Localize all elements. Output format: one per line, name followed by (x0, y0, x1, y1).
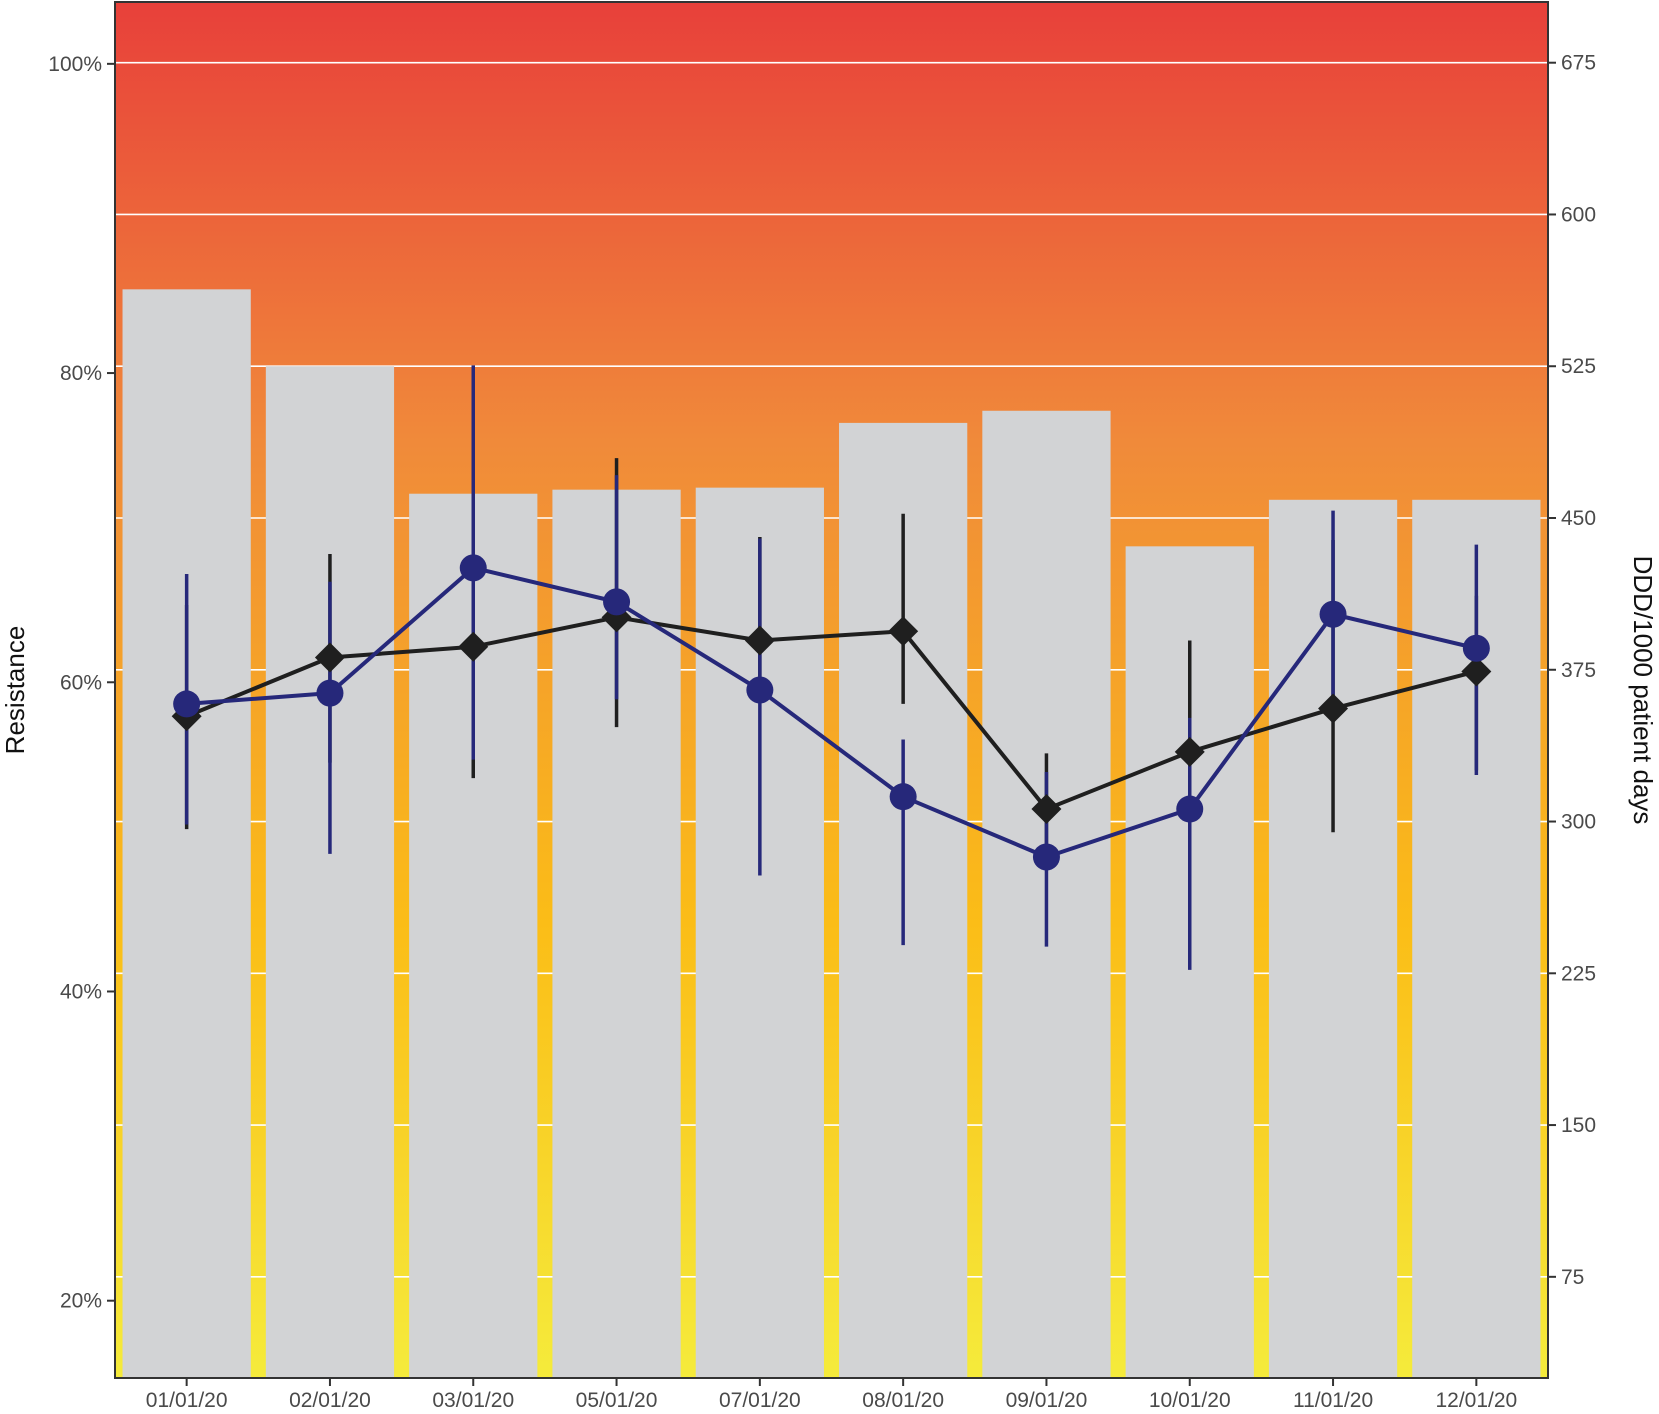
circle-marker (1032, 843, 1060, 871)
left-tick-label: 80% (60, 362, 102, 385)
circle-marker (1319, 600, 1347, 628)
left-tick-label: 20% (60, 1290, 102, 1313)
diamond-marker (458, 631, 489, 662)
diamond-marker (1461, 656, 1492, 687)
right-tick-label: 600 (1561, 203, 1596, 226)
right-axis-title: DDD/1000 patient days (1628, 556, 1658, 825)
left-tick-label: 100% (48, 53, 102, 76)
left-tick-label: 60% (60, 671, 102, 694)
x-tick-label: 11/01/20 (1293, 1389, 1373, 1412)
ddd-bars (122, 289, 1541, 1379)
right-tick-label: 150 (1561, 1114, 1596, 1137)
right-tick-label: 675 (1561, 52, 1596, 75)
circle-marker (316, 679, 344, 707)
x-tick-label: 07/01/20 (719, 1389, 801, 1412)
x-tick-label: 08/01/20 (862, 1389, 944, 1412)
right-tick-label: 225 (1561, 962, 1596, 985)
series-markers (171, 554, 1492, 871)
plot-frame (114, 1, 1549, 1379)
diamond-marker (744, 625, 775, 656)
diamond-marker (314, 642, 345, 673)
blue-series-line (186, 565, 1477, 859)
diamond-marker (1318, 693, 1349, 724)
circle-marker (603, 588, 631, 616)
circle-marker (173, 690, 201, 718)
right-tick-label: 525 (1561, 355, 1596, 378)
x-tick-label: 12/01/20 (1435, 1389, 1517, 1412)
diamond-marker (1031, 794, 1062, 825)
diamond-marker (1174, 736, 1205, 767)
circle-marker (1176, 795, 1204, 823)
right-axis: 75 150 225 300 375 450 525 600 675 (1548, 52, 1596, 1289)
x-axis: 01/01/20 02/01/20 03/01/20 05/01/20 07/01/20… (146, 1378, 1517, 1412)
x-tick-label: 10/01/20 (1149, 1389, 1231, 1412)
right-tick-label: 375 (1561, 659, 1596, 682)
ddd-bar (265, 366, 395, 1378)
circle-marker (746, 676, 774, 704)
black-series-line (185, 615, 1477, 812)
x-tick-label: 02/01/20 (289, 1389, 371, 1412)
left-axis-title: Resistance (0, 626, 30, 755)
left-tick-label: 40% (60, 980, 102, 1003)
x-tick-label: 09/01/20 (1006, 1389, 1088, 1412)
circle-marker (459, 554, 487, 582)
left-axis: 20% 40% 60% 80% 100% (48, 53, 115, 1313)
circle-marker (1462, 634, 1490, 662)
series-lines (185, 565, 1477, 859)
right-tick-label: 300 (1561, 811, 1596, 834)
circle-marker (889, 783, 917, 811)
x-tick-label: 01/01/20 (146, 1389, 228, 1412)
right-tick-label: 450 (1561, 507, 1596, 530)
x-tick-label: 03/01/20 (432, 1389, 514, 1412)
diamond-marker (888, 616, 919, 647)
ddd-bar (122, 289, 251, 1378)
x-tick-label: 05/01/20 (576, 1389, 658, 1412)
right-tick-label: 75 (1561, 1266, 1584, 1289)
